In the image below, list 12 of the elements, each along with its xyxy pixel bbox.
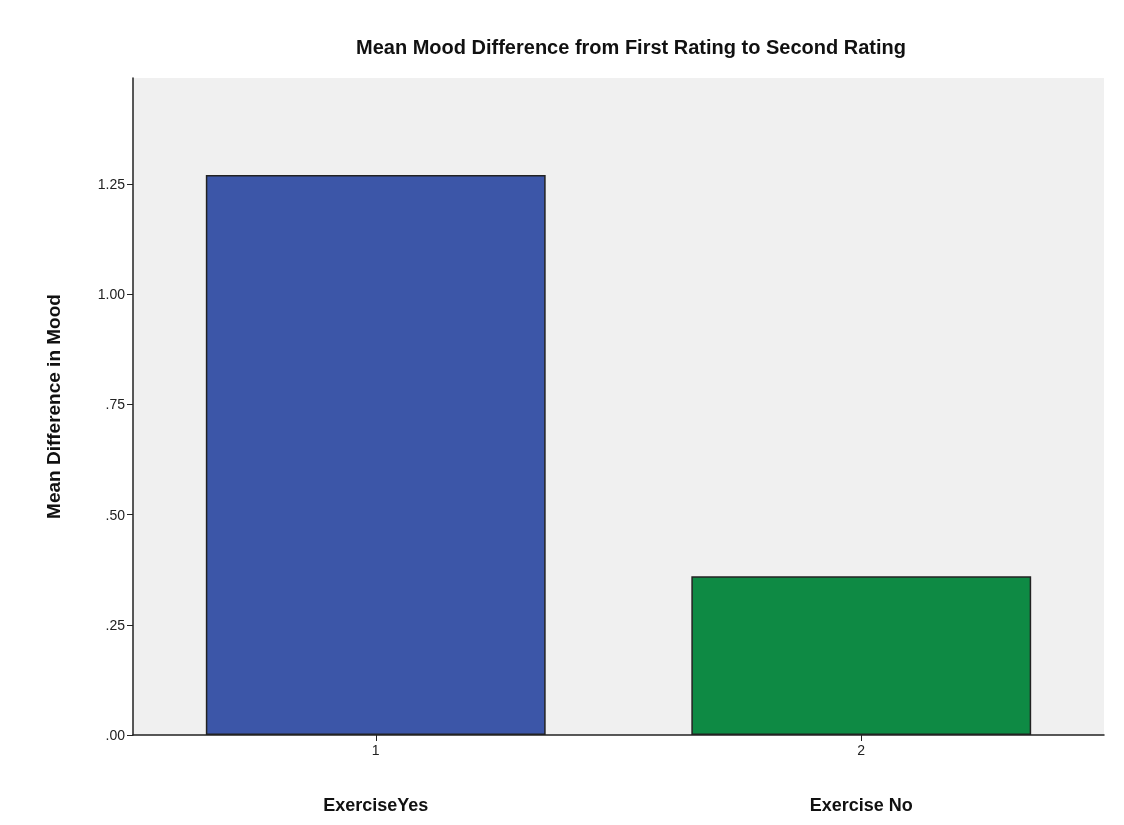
text: Exercise No: [809, 795, 913, 815]
y-tick-label: 1.00: [97, 286, 126, 303]
y-axis-title: Mean Difference in Mood: [43, 294, 64, 519]
y-tick-label: .50: [105, 506, 126, 523]
chart-title: Mean Mood Difference from First Rating to Second Rating: [355, 36, 907, 58]
y-tick-label: .00: [105, 727, 126, 743]
y-tick-label: .75: [105, 396, 126, 413]
y-tick-label: .25: [105, 616, 126, 633]
x-tick-label: 1: [371, 742, 380, 758]
text: ExerciseYes: [323, 795, 429, 815]
y-tick-label: 1.25: [97, 175, 126, 192]
x-tick-label: 2: [857, 742, 866, 758]
